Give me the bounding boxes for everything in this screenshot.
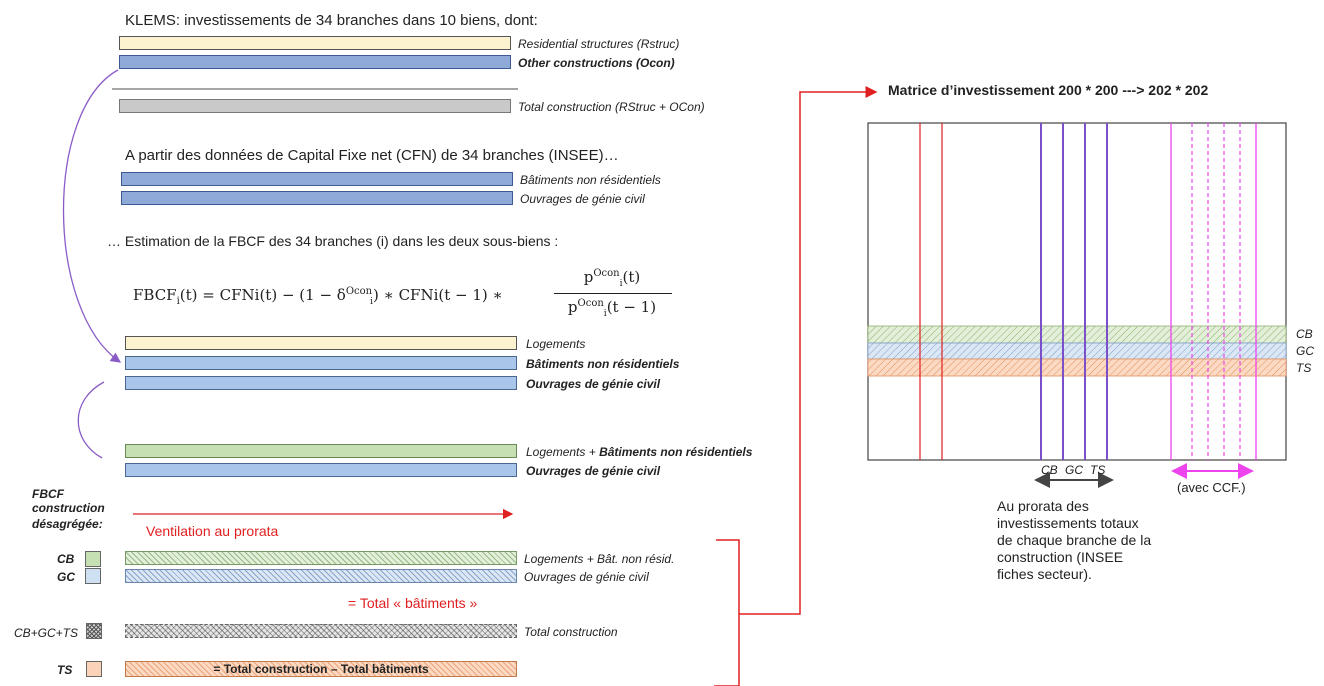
matrix-title: Matrice d’investissement 200 * 200 ---> …	[888, 82, 1209, 98]
label-cfn-ogc: Ouvrages de génie civil	[520, 192, 645, 206]
purple-curve-arrow-top	[62, 69, 122, 363]
label-log-bnr: Logements + Bâtiments non résidentiels	[526, 445, 753, 459]
label-total-klems: Total construction (RStruc + OCon)	[518, 100, 705, 114]
klems-header: KLEMS: investissements de 34 branches da…	[125, 12, 538, 29]
estimation-text: … Estimation de la FBCF des 34 branches …	[107, 233, 559, 249]
matrix-col-label-gc: GC	[1065, 463, 1083, 477]
ccf-label: (avec CCF.)	[1177, 480, 1246, 495]
bar-total-construction-klems	[119, 99, 511, 113]
label-cb: Logements + Bât. non résid.	[524, 552, 675, 566]
bar-rstruc	[119, 36, 511, 50]
swatch-ts	[86, 661, 102, 677]
red-bracket	[714, 539, 740, 686]
code-gc: GC	[57, 570, 75, 584]
bar-cfn-bnr	[121, 172, 513, 186]
matrix-grid	[867, 122, 1287, 461]
label-bnr: Bâtiments non résidentiels	[526, 357, 680, 371]
bar-gc	[125, 569, 517, 583]
matrix-row-ts	[867, 358, 1287, 377]
swatch-all	[86, 623, 102, 639]
matrix-row-cb	[867, 325, 1287, 344]
matrix-note: Au prorata des investissements totaux de…	[997, 498, 1152, 582]
bar-bnr	[125, 356, 517, 370]
total-batiments-label: = Total « bâtiments »	[348, 595, 478, 611]
bar-cfn-ogc	[121, 191, 513, 205]
fbcf-title-1: FBCF	[32, 487, 64, 501]
label-ogc-2: Ouvrages de génie civil	[526, 464, 661, 478]
matrix-col-label-ts: TS	[1090, 463, 1106, 477]
label-ogc: Ouvrages de génie civil	[526, 377, 661, 391]
label-total-construction: Total construction	[524, 625, 618, 639]
formula-denominator: pOconi(t − 1)	[567, 298, 657, 319]
label-cfn-bnr: Bâtiments non résidentiels	[520, 173, 661, 187]
purple-curve-arrow-bottom	[77, 381, 105, 459]
matrix-col-label-cb: CB	[1041, 463, 1058, 477]
bar-ts	[125, 661, 517, 677]
bar-ogc-2	[125, 463, 517, 477]
swatch-gc	[85, 568, 101, 584]
label-rstruc: Residential structures (Rstruc)	[518, 37, 680, 51]
bar-log-bnr	[125, 444, 517, 458]
fbcf-title-3: désagrégée:	[32, 517, 103, 531]
code-ts: TS	[57, 663, 73, 677]
code-all: CB+GC+TS	[14, 626, 79, 640]
ventilation-label: Ventilation au prorata	[146, 523, 279, 539]
fbcf-title-2: construction	[32, 501, 105, 515]
formula-fraction-bar	[554, 293, 672, 294]
bar-total-construction	[125, 624, 517, 638]
fbcf-formula: FBCFi(t) = CFNi(t) − (1 − δOconi) ∗ CFNi…	[133, 266, 673, 320]
bar-cb	[125, 551, 517, 565]
matrix-row-gc	[867, 342, 1287, 360]
bar-ogc	[125, 376, 517, 390]
bar-ocon	[119, 55, 511, 69]
cfn-intro: A partir des données de Capital Fixe net…	[125, 147, 619, 164]
label-gc: Ouvrages de génie civil	[524, 570, 649, 584]
swatch-cb	[85, 551, 101, 567]
bar-logements	[125, 336, 517, 350]
matrix-row-label-cb: CB	[1296, 327, 1313, 341]
ts-bar-text: = Total construction – Total bâtiments	[213, 662, 429, 676]
label-logements: Logements	[526, 337, 586, 351]
red-connector-arrow	[739, 86, 878, 615]
code-cb: CB	[57, 552, 75, 566]
matrix-row-label-ts: TS	[1296, 361, 1312, 375]
label-ocon: Other constructions (Ocon)	[518, 56, 675, 70]
formula-numerator: pOconi(t)	[583, 268, 641, 289]
matrix-row-label-gc: GC	[1296, 344, 1314, 358]
